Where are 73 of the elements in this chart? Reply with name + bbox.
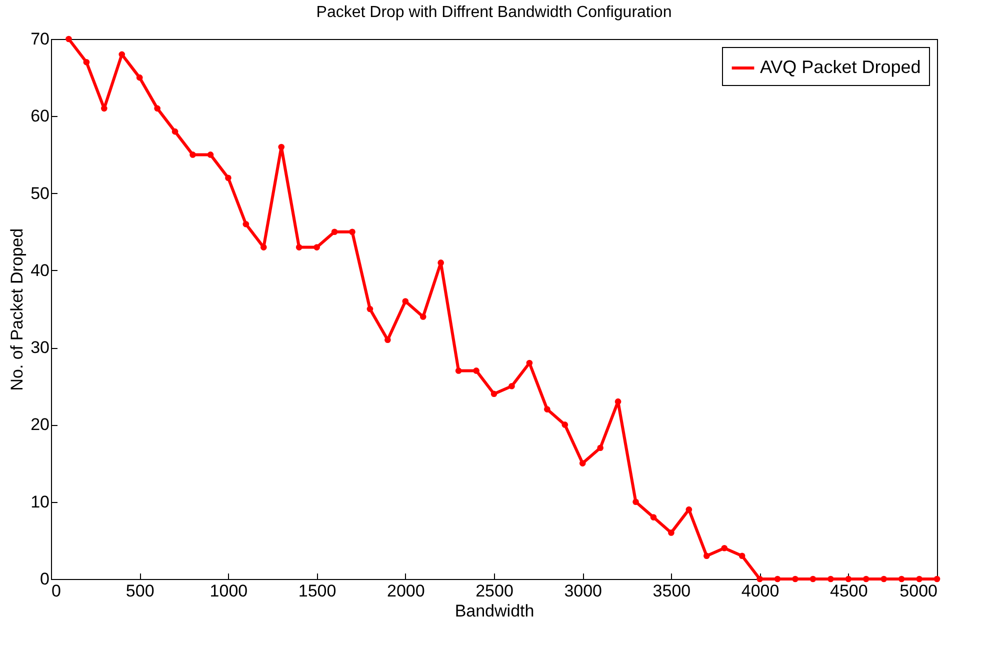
point xyxy=(916,576,922,582)
point xyxy=(154,105,160,112)
chart-title: Packet Drop with Diffrent Bandwidth Configuration xyxy=(316,4,672,21)
y-tick-label: 70 xyxy=(30,30,50,48)
point xyxy=(562,422,568,428)
point xyxy=(490,390,498,398)
point xyxy=(242,220,250,228)
x-tick-label: 3000 xyxy=(564,582,602,600)
point xyxy=(526,360,533,366)
x-tick-label: 5000 xyxy=(900,582,938,600)
point xyxy=(845,576,852,582)
point xyxy=(420,314,426,320)
x-tick-label: 2500 xyxy=(476,582,514,600)
x-tick-label: 1500 xyxy=(298,582,336,600)
point xyxy=(402,298,409,304)
y-tick-label: 10 xyxy=(30,492,50,512)
point xyxy=(136,74,143,81)
point xyxy=(544,406,550,412)
point xyxy=(278,144,285,150)
point xyxy=(579,460,586,466)
legend-label: AVQ Packet Droped xyxy=(760,57,921,77)
point xyxy=(597,444,604,452)
point xyxy=(862,576,870,582)
point xyxy=(756,576,763,582)
x-tick-label: 1000 xyxy=(210,582,248,600)
y-tick-label: 0 xyxy=(40,570,50,588)
point xyxy=(101,105,108,112)
x-tick-label: 3500 xyxy=(652,582,691,600)
point xyxy=(190,152,196,158)
x-tick-label: 500 xyxy=(126,582,154,600)
point xyxy=(650,514,657,520)
point xyxy=(118,51,126,58)
point xyxy=(810,576,816,582)
point xyxy=(384,336,391,344)
y-tick-label: 50 xyxy=(30,184,50,203)
x-axis-title: Bandwidth xyxy=(454,602,534,620)
point xyxy=(721,544,728,552)
point xyxy=(366,306,374,312)
point xyxy=(614,398,622,405)
point xyxy=(66,36,72,42)
point xyxy=(225,174,232,182)
x-tick-label: 0 xyxy=(52,582,61,600)
point xyxy=(508,382,515,390)
point xyxy=(207,152,214,158)
point xyxy=(260,244,267,250)
point xyxy=(296,244,302,250)
point xyxy=(455,368,462,374)
point xyxy=(738,552,746,560)
point xyxy=(703,552,710,560)
point xyxy=(473,368,480,374)
point xyxy=(898,576,905,582)
y-tick-label: 40 xyxy=(30,260,50,280)
y-tick-label: 30 xyxy=(30,338,50,358)
point xyxy=(774,576,781,582)
point xyxy=(349,228,356,236)
point xyxy=(632,498,639,506)
point xyxy=(83,58,90,66)
x-tick-label: 4500 xyxy=(830,582,868,600)
point xyxy=(314,244,320,250)
y-tick-label: 20 xyxy=(30,415,50,434)
point xyxy=(172,128,178,135)
y-axis-title: No. of Packet Droped xyxy=(8,228,27,391)
point xyxy=(686,506,692,513)
x-tick-label: 4000 xyxy=(741,582,780,600)
point xyxy=(331,228,338,236)
point xyxy=(792,576,798,582)
point xyxy=(880,576,887,582)
x-tick-label: 2000 xyxy=(386,582,425,600)
point xyxy=(668,530,674,536)
point xyxy=(934,576,940,582)
point xyxy=(828,576,834,582)
point xyxy=(438,260,444,266)
y-tick-label: 60 xyxy=(30,106,50,126)
